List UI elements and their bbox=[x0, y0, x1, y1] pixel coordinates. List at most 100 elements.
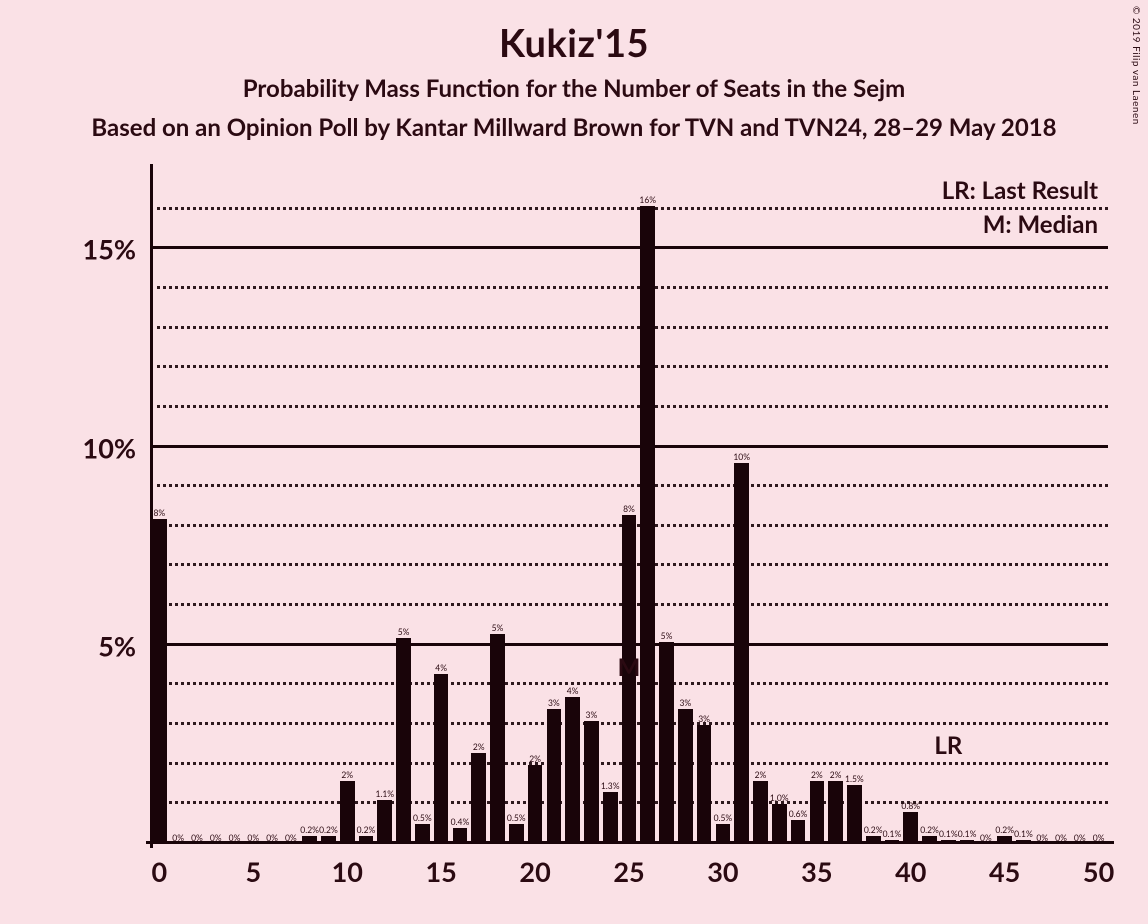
bar: 8% bbox=[152, 519, 167, 844]
bar: 2% bbox=[471, 753, 486, 844]
bar-value-label: 0.8% bbox=[901, 801, 920, 812]
bar: 2% bbox=[753, 781, 768, 844]
bar-value-label: 0.2% bbox=[357, 825, 376, 836]
bar-value-label: 2% bbox=[830, 770, 842, 781]
bar: 5% bbox=[659, 642, 674, 844]
bar: 0.1% bbox=[960, 840, 975, 844]
bar: 0.1% bbox=[1016, 840, 1031, 844]
bar: 10% bbox=[734, 463, 749, 844]
x-axis-tick-label: 35 bbox=[801, 855, 832, 888]
bar-value-label: 0% bbox=[285, 833, 297, 844]
x-axis-tick-label: 20 bbox=[519, 855, 550, 888]
chart-source-line: Based on an Opinion Poll by Kantar Millw… bbox=[0, 103, 1148, 142]
bar: 4% bbox=[565, 697, 580, 844]
legend-median: M: Median bbox=[983, 210, 1098, 239]
bar: 3% bbox=[547, 709, 562, 844]
x-axis-tick-label: 45 bbox=[989, 855, 1020, 888]
bar: 0.4% bbox=[453, 828, 468, 844]
bar-value-label: 4% bbox=[435, 663, 447, 674]
bar-value-label: 0.4% bbox=[451, 817, 470, 828]
bar-value-label: 3% bbox=[586, 710, 598, 721]
bar-value-label: 10% bbox=[733, 452, 750, 463]
bar-value-label: 0% bbox=[172, 833, 184, 844]
bar: 2% bbox=[528, 765, 543, 844]
y-axis-tick-label: 15% bbox=[83, 233, 136, 266]
bar-value-label: 0.6% bbox=[789, 809, 808, 820]
bar: 0.1% bbox=[941, 840, 956, 844]
y-axis-tick-label: 10% bbox=[83, 431, 136, 464]
bar-value-label: 1.1% bbox=[375, 789, 394, 800]
bar: 5% bbox=[396, 638, 411, 844]
bar-value-label: 16% bbox=[639, 195, 656, 206]
bar-value-label: 0.1% bbox=[939, 829, 958, 840]
bar-value-label: 3% bbox=[548, 698, 560, 709]
bar: 0.2% bbox=[997, 836, 1012, 844]
bar: 0.5% bbox=[716, 824, 731, 844]
copyright-text: © 2019 Filip van Laenen bbox=[1130, 6, 1142, 125]
bar: 0.2% bbox=[302, 836, 317, 844]
median-marker: M bbox=[618, 653, 641, 682]
chart-subtitle: Probability Mass Function for the Number… bbox=[0, 66, 1148, 103]
bar-value-label: 2% bbox=[811, 770, 823, 781]
bar-value-label: 0.2% bbox=[995, 825, 1014, 836]
bar: 16% bbox=[640, 206, 655, 844]
bar-value-label: 8% bbox=[154, 508, 166, 519]
bar: 5% bbox=[490, 634, 505, 844]
bar-value-label: 0% bbox=[1036, 833, 1048, 844]
bar-value-label: 0% bbox=[247, 833, 259, 844]
bar: 0.5% bbox=[509, 824, 524, 844]
bar-value-label: 0.1% bbox=[1014, 829, 1033, 840]
bar-value-label: 8% bbox=[623, 504, 635, 515]
bar-value-label: 2% bbox=[341, 770, 353, 781]
bar: 1.3% bbox=[603, 792, 618, 844]
x-axis-tick-label: 0 bbox=[152, 855, 168, 888]
bar-value-label: 4% bbox=[567, 686, 579, 697]
bar-value-label: 0.5% bbox=[507, 813, 526, 824]
chart-title: Kukiz'15 bbox=[0, 0, 1148, 66]
bar-value-label: 0% bbox=[980, 833, 992, 844]
bar: 0.2% bbox=[922, 836, 937, 844]
bar: 3% bbox=[678, 709, 693, 844]
bar-value-label: 0% bbox=[1055, 833, 1067, 844]
bar: 4% bbox=[434, 674, 449, 844]
bar-value-label: 0.2% bbox=[300, 825, 319, 836]
bar-value-label: 0.1% bbox=[958, 829, 977, 840]
bar-value-label: 2% bbox=[755, 770, 767, 781]
bar-value-label: 5% bbox=[492, 623, 504, 634]
bar-value-label: 0% bbox=[229, 833, 241, 844]
bar-value-label: 1.0% bbox=[770, 793, 789, 804]
plot-region: 8%0%0%0%0%0%0%0%0.2%0.2%2%0.2%1.1%5%0.5%… bbox=[150, 170, 1108, 844]
bar: 0.1% bbox=[885, 840, 900, 844]
bar-value-label: 5% bbox=[398, 627, 410, 638]
bar: 0.6% bbox=[791, 820, 806, 844]
x-axis-tick-label: 10 bbox=[332, 855, 363, 888]
bar-value-label: 2% bbox=[473, 742, 485, 753]
bar-value-label: 0% bbox=[266, 833, 278, 844]
bar-value-label: 5% bbox=[661, 631, 673, 642]
bar-value-label: 2% bbox=[529, 754, 541, 765]
bar-value-label: 0.2% bbox=[920, 825, 939, 836]
x-axis-tick-label: 40 bbox=[895, 855, 926, 888]
bars-container: 8%0%0%0%0%0%0%0%0.2%0.2%2%0.2%1.1%5%0.5%… bbox=[150, 170, 1108, 844]
bar-value-label: 3% bbox=[679, 698, 691, 709]
bar-value-label: 1.3% bbox=[601, 781, 620, 792]
bar: 2% bbox=[828, 781, 843, 844]
bar: 0.2% bbox=[866, 836, 881, 844]
bar: 2% bbox=[810, 781, 825, 844]
bar: 1.5% bbox=[847, 785, 862, 844]
bar: 2% bbox=[340, 781, 355, 844]
y-axis-tick-label: 5% bbox=[98, 629, 136, 662]
bar: 0.2% bbox=[321, 836, 336, 844]
x-axis-tick-label: 25 bbox=[613, 855, 644, 888]
x-axis-tick-label: 15 bbox=[425, 855, 456, 888]
x-axis-tick-label: 50 bbox=[1083, 855, 1114, 888]
bar: 3% bbox=[584, 721, 599, 844]
bar-value-label: 0.2% bbox=[319, 825, 338, 836]
bar: 1.1% bbox=[377, 800, 392, 844]
bar: 0.2% bbox=[359, 836, 374, 844]
bar-value-label: 0.5% bbox=[413, 813, 432, 824]
legend-last-result: LR: Last Result bbox=[942, 176, 1098, 205]
last-result-marker: LR bbox=[934, 731, 962, 760]
bar-value-label: 0% bbox=[210, 833, 222, 844]
bar-value-label: 0% bbox=[1093, 833, 1105, 844]
